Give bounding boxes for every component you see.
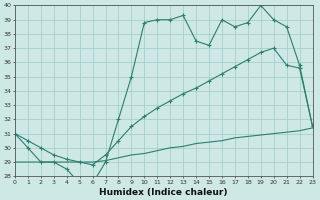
X-axis label: Humidex (Indice chaleur): Humidex (Indice chaleur) — [100, 188, 228, 197]
